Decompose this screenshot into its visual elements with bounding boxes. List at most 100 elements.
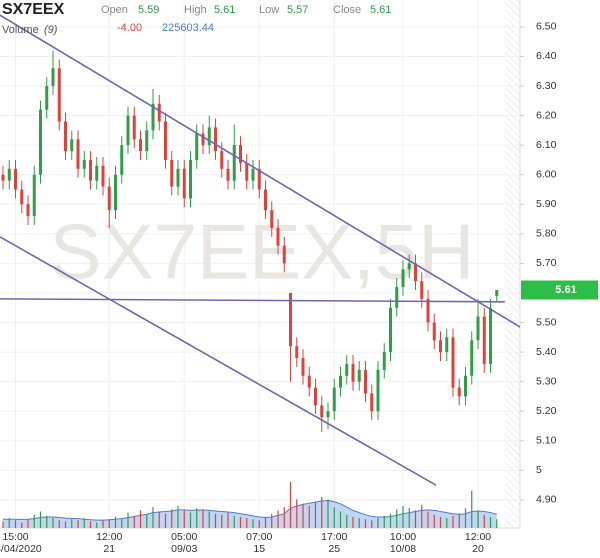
y-tick-label: 5.50: [536, 316, 557, 328]
volume-bar: [164, 513, 167, 528]
candle-body: [89, 159, 92, 181]
candle-body: [32, 174, 36, 217]
x-tick-label: 12:00: [96, 531, 122, 543]
close-label: Close: [333, 4, 361, 16]
volume-bar: [108, 519, 110, 528]
candle-body: [57, 68, 61, 122]
high-value: 5.61: [214, 4, 235, 16]
x-date-label: 21: [103, 543, 115, 555]
candle-body: [132, 115, 136, 140]
volume-bar: [58, 520, 60, 528]
candle-body: [445, 337, 449, 353]
candle-body: [270, 210, 274, 228]
candle-body: [214, 127, 217, 152]
candle-body: [251, 168, 255, 181]
y-tick-label: 6.10: [536, 139, 557, 151]
candle-body: [401, 269, 405, 288]
trendline: [0, 298, 505, 303]
volume-bar: [439, 517, 442, 528]
candle-body: [64, 121, 67, 152]
volume-bar: [114, 517, 117, 528]
volume-bar: [352, 517, 354, 528]
candle-body: [364, 369, 367, 394]
volume-bar: [358, 518, 360, 528]
y-tick-label: 5.90: [536, 198, 557, 210]
volume-bar: [14, 520, 17, 528]
volume-bar: [89, 521, 92, 528]
candle-body: [207, 127, 211, 146]
candle-body: [489, 307, 492, 364]
open-label: Open: [101, 4, 128, 16]
volume-bar: [146, 514, 148, 528]
trendline: [0, 236, 437, 486]
candle-body: [345, 363, 349, 376]
candle-body: [14, 168, 17, 190]
volume-bar: [39, 511, 42, 528]
x-date-label: 25: [328, 543, 340, 555]
volume-bar: [333, 507, 335, 528]
watermark: SX7EEX,5H: [50, 208, 475, 296]
volume-bar: [177, 506, 179, 528]
candle-body: [26, 204, 30, 217]
volume-bar: [477, 510, 479, 528]
x-tick-label: 10:00: [390, 531, 416, 543]
volume-bar: [202, 509, 204, 528]
y-tick-label: 5.40: [536, 346, 557, 358]
candle-body: [1, 174, 5, 181]
volume-bar: [277, 510, 279, 528]
candle-body: [301, 358, 305, 376]
candle-body: [295, 346, 299, 359]
volume-bar: [33, 514, 35, 528]
header: SX7EEX Open 5.59 High 5.61 Low 5.57 Clos…: [2, 1, 391, 36]
candle-body: [307, 375, 311, 388]
volume-bar: [121, 518, 123, 528]
candle-body: [395, 287, 399, 308]
y-tick-label: 5.10: [536, 435, 557, 447]
volume-bar: [396, 509, 398, 528]
candle-body: [189, 159, 192, 199]
candle-body: [282, 245, 286, 264]
x-date-label: 20: [472, 543, 484, 555]
candle-body: [289, 292, 292, 347]
x-date-label: 09/03: [171, 543, 197, 555]
candle-body: [232, 145, 236, 181]
volume-bar: [364, 519, 367, 528]
volume-bar: [96, 522, 98, 528]
candles: [1, 50, 499, 432]
price-tag-label: 5.61: [555, 284, 576, 296]
candle-body: [376, 369, 380, 412]
volume-bar: [289, 481, 292, 528]
volume-bar: [389, 513, 392, 528]
volume-bar: [152, 507, 154, 528]
candle-body: [476, 316, 480, 341]
candle-body: [326, 411, 330, 418]
volume-bar: [452, 515, 454, 528]
volume-bar: [258, 520, 260, 528]
volume-change: -4.00: [117, 22, 142, 34]
volume-bar: [239, 517, 242, 528]
candle-body: [145, 130, 149, 152]
x-date-label: 15: [253, 543, 265, 555]
volume-panel: [2, 481, 498, 528]
candle-body: [339, 375, 342, 388]
trendlines: [0, 14, 520, 486]
price-tag: [521, 280, 598, 300]
volume-bar: [102, 520, 104, 528]
volume-bar: [371, 520, 373, 528]
volume-bar: [296, 499, 298, 528]
candle-body: [264, 189, 267, 211]
candle-body: [464, 375, 467, 397]
volume-bar: [321, 497, 323, 528]
candle-body: [176, 168, 180, 187]
candle-body: [420, 281, 424, 299]
candle-body: [382, 352, 386, 370]
x-tick-label: 05:00: [171, 531, 197, 543]
volume-bar: [414, 510, 417, 528]
volume-label: Volume: [2, 24, 39, 36]
candle-body: [170, 159, 174, 187]
volume-ma-line: [3, 499, 497, 521]
candle-body: [389, 307, 392, 353]
volume-bar: [196, 508, 198, 528]
candle-body: [39, 109, 42, 175]
